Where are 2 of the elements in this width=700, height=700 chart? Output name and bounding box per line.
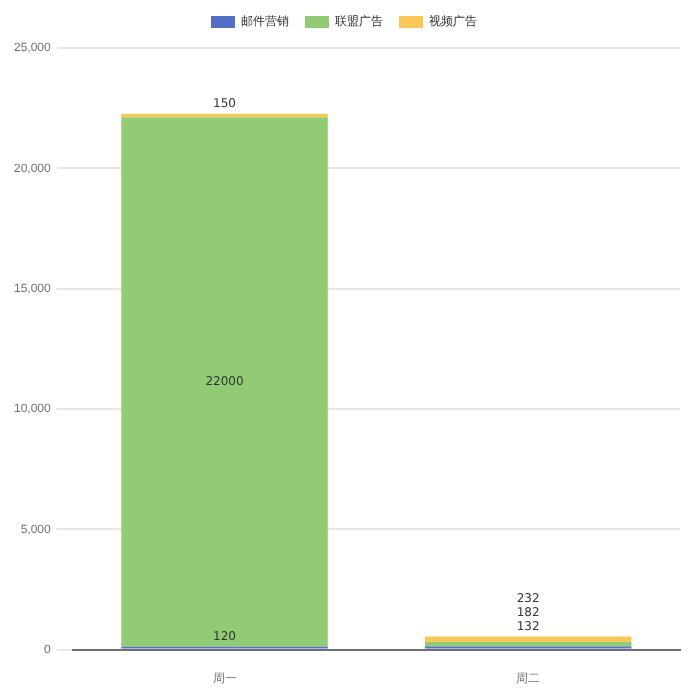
bar xyxy=(424,636,632,643)
bar xyxy=(121,117,328,647)
